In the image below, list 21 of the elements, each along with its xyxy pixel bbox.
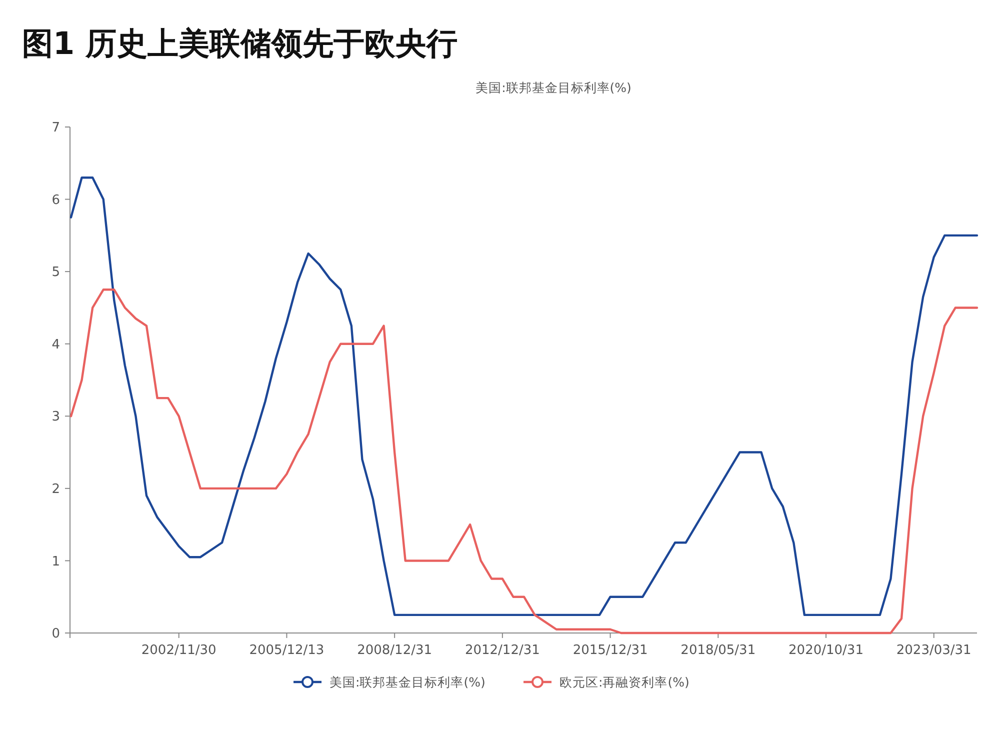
legend-label: 美国:联邦基金目标利率(%) bbox=[330, 674, 486, 690]
x-tick-label: 2018/05/31 bbox=[680, 643, 756, 658]
y-tick-label: 7 bbox=[52, 120, 60, 136]
chart-subtitle: 美国:联邦基金目标利率(%) bbox=[476, 80, 632, 95]
y-tick-label: 4 bbox=[52, 337, 60, 352]
y-tick-label: 3 bbox=[52, 410, 60, 425]
x-tick-label: 2023/03/31 bbox=[896, 643, 972, 658]
y-tick-label: 5 bbox=[52, 265, 60, 280]
y-tick-label: 6 bbox=[52, 192, 60, 208]
x-tick-label: 2008/12/31 bbox=[357, 643, 432, 658]
line-series bbox=[70, 176, 978, 616]
legend-label: 欧元区:再融资利率(%) bbox=[560, 674, 690, 690]
x-tick-label: 2015/12/31 bbox=[572, 643, 648, 658]
x-tick-label: 2005/12/13 bbox=[249, 643, 324, 658]
x-tick-label: 2012/12/31 bbox=[464, 643, 540, 658]
y-tick-label: 2 bbox=[52, 482, 60, 497]
y-tick-label: 0 bbox=[52, 626, 60, 642]
y-tick-label: 1 bbox=[52, 554, 60, 570]
x-tick-label: 2002/11/30 bbox=[141, 643, 216, 658]
x-tick-label: 2020/10/31 bbox=[788, 643, 864, 658]
chart-title: 图1 历史上美联储领先于欧央行 bbox=[22, 26, 458, 62]
